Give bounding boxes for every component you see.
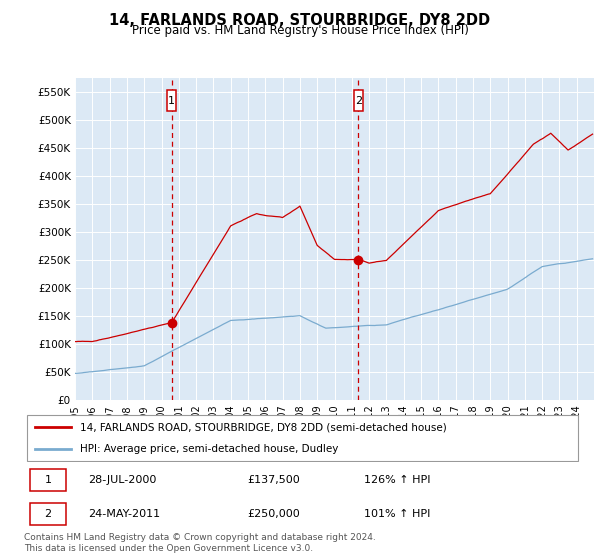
- Text: 1: 1: [168, 96, 175, 106]
- Text: 2: 2: [355, 96, 362, 106]
- Text: £250,000: £250,000: [247, 508, 300, 519]
- Text: 14, FARLANDS ROAD, STOURBRIDGE, DY8 2DD: 14, FARLANDS ROAD, STOURBRIDGE, DY8 2DD: [109, 13, 491, 28]
- FancyBboxPatch shape: [29, 469, 66, 491]
- Text: 24-MAY-2011: 24-MAY-2011: [88, 508, 160, 519]
- Text: HPI: Average price, semi-detached house, Dudley: HPI: Average price, semi-detached house,…: [80, 444, 338, 454]
- Text: 101% ↑ HPI: 101% ↑ HPI: [364, 508, 431, 519]
- Text: 2: 2: [44, 508, 52, 519]
- Text: 1: 1: [44, 475, 52, 486]
- Text: 14, FARLANDS ROAD, STOURBRIDGE, DY8 2DD (semi-detached house): 14, FARLANDS ROAD, STOURBRIDGE, DY8 2DD …: [80, 422, 446, 432]
- FancyBboxPatch shape: [27, 416, 578, 461]
- Text: Contains HM Land Registry data © Crown copyright and database right 2024.
This d: Contains HM Land Registry data © Crown c…: [24, 533, 376, 553]
- Text: £137,500: £137,500: [247, 475, 300, 486]
- FancyBboxPatch shape: [167, 90, 176, 111]
- FancyBboxPatch shape: [353, 90, 363, 111]
- Text: 28-JUL-2000: 28-JUL-2000: [88, 475, 157, 486]
- Text: 126% ↑ HPI: 126% ↑ HPI: [364, 475, 431, 486]
- FancyBboxPatch shape: [29, 503, 66, 525]
- Text: Price paid vs. HM Land Registry's House Price Index (HPI): Price paid vs. HM Land Registry's House …: [131, 24, 469, 37]
